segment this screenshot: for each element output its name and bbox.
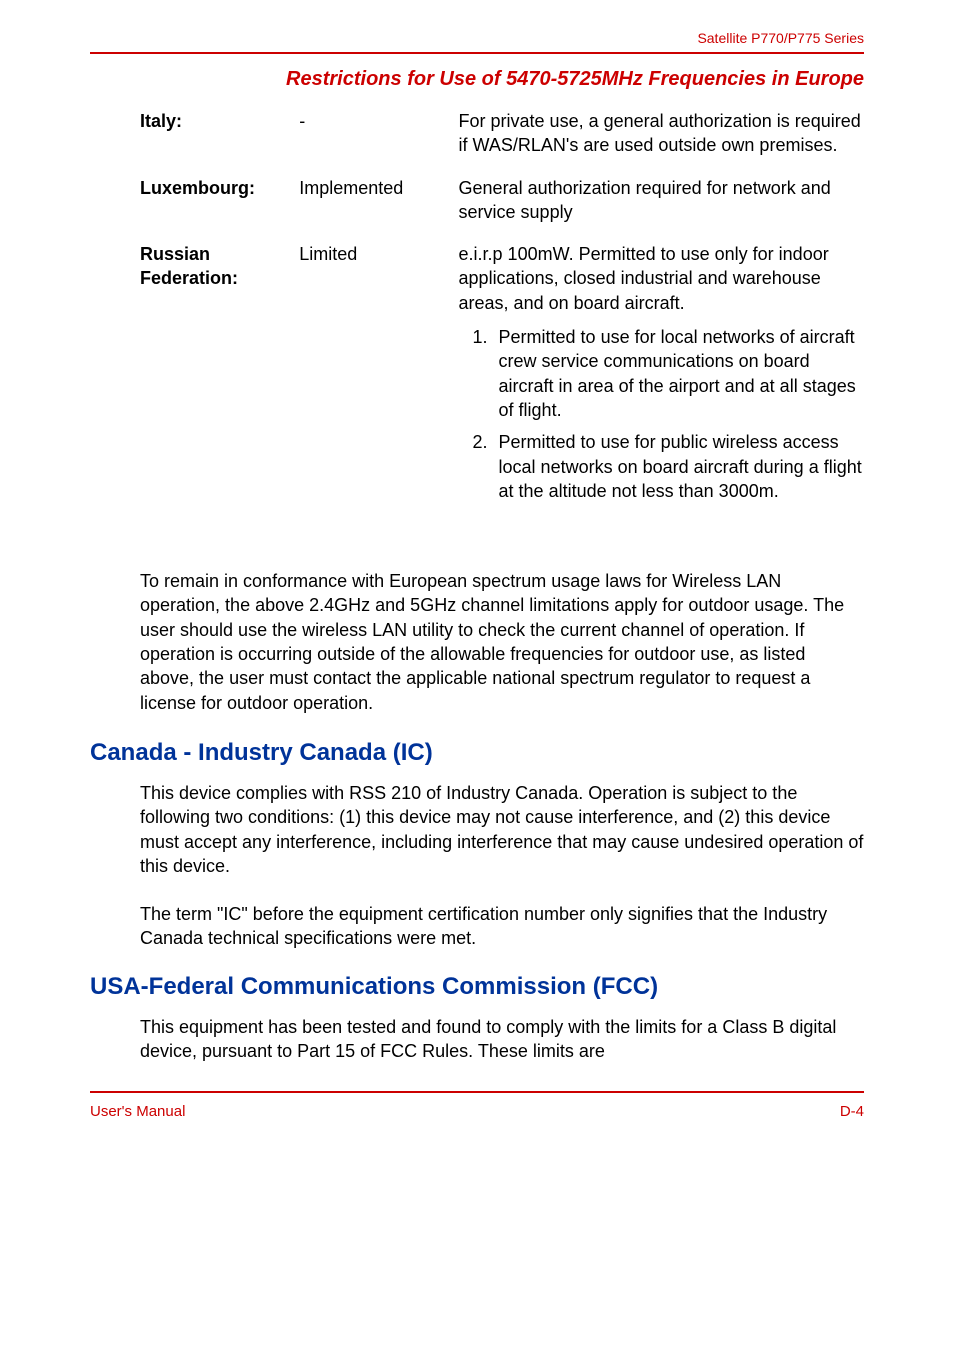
footer-right: D-4 xyxy=(840,1103,864,1120)
country-cell: Russian Federation: xyxy=(140,242,299,529)
country-cell: Italy: xyxy=(140,109,299,176)
desc-cell: For private use, a general authorization… xyxy=(459,109,864,176)
status-cell: Limited xyxy=(299,242,458,529)
desc-text: e.i.r.p 100mW. Permitted to use only for… xyxy=(459,244,829,313)
canada-para-2: The term "IC" before the equipment certi… xyxy=(140,902,864,951)
page-footer: User's Manual D-4 xyxy=(90,1103,864,1120)
table-row: Italy: - For private use, a general auth… xyxy=(140,109,864,176)
desc-list: Permitted to use for local networks of a… xyxy=(459,325,864,503)
top-rule xyxy=(90,52,864,54)
table-row: Russian Federation: Limited e.i.r.p 100m… xyxy=(140,242,864,529)
table-row: Luxembourg: Implemented General authoriz… xyxy=(140,176,864,243)
restrictions-heading: Restrictions for Use of 5470-5725MHz Fre… xyxy=(90,68,864,91)
restrictions-table: Italy: - For private use, a general auth… xyxy=(140,109,864,529)
country-cell: Luxembourg: xyxy=(140,176,299,243)
conformance-paragraph: To remain in conformance with European s… xyxy=(140,569,864,715)
list-item: Permitted to use for local networks of a… xyxy=(493,325,864,422)
desc-cell: e.i.r.p 100mW. Permitted to use only for… xyxy=(459,242,864,529)
bottom-rule xyxy=(90,1091,864,1093)
series-label: Satellite P770/P775 Series xyxy=(90,30,864,46)
list-item: Permitted to use for public wireless acc… xyxy=(493,430,864,503)
desc-cell: General authorization required for netwo… xyxy=(459,176,864,243)
status-cell: Implemented xyxy=(299,176,458,243)
status-cell: - xyxy=(299,109,458,176)
footer-left: User's Manual xyxy=(90,1103,185,1120)
usa-para: This equipment has been tested and found… xyxy=(140,1015,864,1064)
canada-para-1: This device complies with RSS 210 of Ind… xyxy=(140,781,864,878)
usa-heading: USA-Federal Communications Commission (F… xyxy=(90,973,864,1001)
canada-heading: Canada - Industry Canada (IC) xyxy=(90,739,864,767)
